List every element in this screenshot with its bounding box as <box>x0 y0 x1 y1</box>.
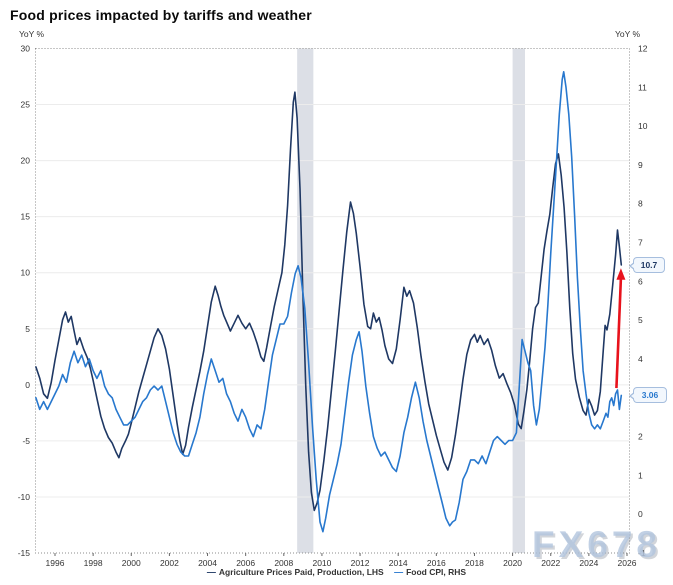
right-axis-tick-label: 7 <box>638 238 643 248</box>
x-axis-tick-label: 2012 <box>351 558 370 568</box>
legend-dash-food-cpi: — <box>394 567 404 577</box>
x-axis-tick-label: 2008 <box>274 558 293 568</box>
right-axis-tick-label: 2 <box>638 432 643 442</box>
left-axis-tick-label: -10 <box>18 492 31 502</box>
right-axis-tick-label: 8 <box>638 199 643 209</box>
x-axis-tick-label: 2004 <box>198 558 217 568</box>
chart-title: Food prices impacted by tariffs and weat… <box>10 7 312 23</box>
x-axis-tick-label: 2020 <box>503 558 522 568</box>
recession-band <box>297 48 314 553</box>
legend-dash-agriculture: — <box>206 567 216 577</box>
x-axis-tick-label: 2002 <box>160 558 179 568</box>
right-axis-tick-label: 10 <box>638 121 648 131</box>
right-axis-tick-label: 1 <box>638 470 643 480</box>
x-axis-tick-label: 2000 <box>122 558 141 568</box>
x-axis-tick-label: 2010 <box>312 558 331 568</box>
x-axis-tick-label: 2022 <box>541 558 560 568</box>
left-axis-tick-label: 0 <box>25 380 30 390</box>
x-axis-tick-label: 2014 <box>389 558 408 568</box>
legend-item-agriculture: — Agriculture Prices Paid, Production, LH… <box>207 567 384 577</box>
agriculture-prices-line <box>35 91 623 512</box>
left-axis-tick-label: 30 <box>21 44 31 54</box>
right-axis-tick-label: 5 <box>638 315 643 325</box>
left-axis-tick-label: 20 <box>21 156 31 166</box>
x-axis-tick-label: 2024 <box>579 558 598 568</box>
legend-label-food-cpi: Food CPI, RHS <box>406 567 467 577</box>
left-axis-tick-label: 5 <box>25 324 30 334</box>
recession-band <box>512 48 525 553</box>
right-axis-tick-label: 12 <box>638 44 648 54</box>
right-axis-tick-label: 11 <box>638 82 647 92</box>
x-axis-tick-label: 1996 <box>46 558 65 568</box>
x-axis-tick-label: 2018 <box>465 558 484 568</box>
right-axis-tick-label: 9 <box>638 160 643 170</box>
left-axis-tick-label: 15 <box>21 212 31 222</box>
x-axis-tick-label: 2016 <box>427 558 446 568</box>
right-axis-tick-label: 4 <box>638 354 643 364</box>
trend-arrow-head <box>616 268 626 280</box>
right-axis-unit-label: YoY % <box>615 29 641 39</box>
trend-arrow-shaft <box>615 277 623 389</box>
chart-legend: — Agriculture Prices Paid, Production, LH… <box>0 567 673 577</box>
x-axis-tick-label: 2006 <box>236 558 255 568</box>
right-axis-tick-label: -1 <box>638 548 646 558</box>
right-axis-tick-label: 6 <box>638 276 643 286</box>
plot-border <box>35 48 630 554</box>
x-axis-tick-label: 2026 <box>618 558 637 568</box>
x-axis-tick-label: 1998 <box>84 558 103 568</box>
left-axis-tick-label: -15 <box>18 548 31 558</box>
legend-label-agriculture: Agriculture Prices Paid, Production, LHS <box>218 567 384 577</box>
right-axis-tick-label: 0 <box>638 509 643 519</box>
left-axis-tick-label: 10 <box>21 268 31 278</box>
legend-item-food-cpi: — Food CPI, RHS <box>394 567 466 577</box>
latest-value-label-agriculture: 10.7 <box>629 257 665 273</box>
left-axis-tick-label: -5 <box>22 436 30 446</box>
left-axis-unit-label: YoY % <box>19 29 45 39</box>
latest-value-label-food-cpi: 3.06 <box>629 387 667 403</box>
left-axis-tick-label: 25 <box>21 100 31 110</box>
food-cpi-line <box>35 71 623 533</box>
